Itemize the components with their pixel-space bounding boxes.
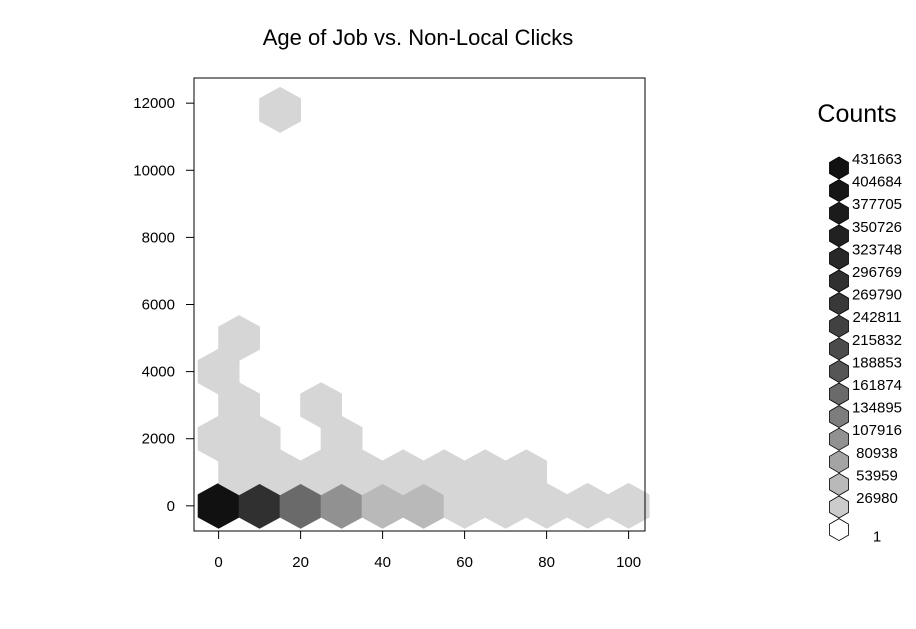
legend-label: 296769 — [852, 264, 902, 281]
hexbin-cells — [197, 86, 650, 529]
legend-swatch — [829, 246, 849, 270]
legend-label: 269790 — [852, 287, 902, 304]
y-tick-label: 4000 — [142, 364, 175, 381]
legend-swatch — [829, 224, 849, 248]
legend-label: 323748 — [852, 241, 902, 258]
hex-cell — [566, 482, 609, 529]
legend-label: 215832 — [852, 332, 902, 349]
hex-cell — [259, 86, 302, 133]
x-axis: 0 20 40 60 80 100 — [214, 530, 641, 571]
legend-label: 350726 — [852, 219, 902, 236]
legend-label: 26980 — [856, 490, 898, 507]
legend-swatch — [829, 201, 849, 225]
legend-label: 377705 — [852, 196, 902, 213]
legend-swatch — [829, 359, 849, 383]
hex-cell — [218, 315, 261, 362]
hex-cell — [505, 449, 547, 496]
legend-label: 404684 — [852, 174, 902, 191]
legend-swatch — [829, 314, 849, 338]
legend-swatch — [829, 472, 849, 496]
legend-swatch — [829, 518, 849, 542]
y-tick-label: 10000 — [133, 162, 175, 179]
y-tick-label: 6000 — [142, 297, 175, 314]
x-tick-label: 100 — [616, 554, 641, 571]
x-tick-label: 80 — [538, 554, 555, 571]
legend-swatch — [829, 405, 849, 429]
y-tick-label: 0 — [167, 498, 175, 515]
legend-swatch — [829, 450, 849, 474]
legend-label: 80938 — [856, 445, 898, 462]
y-tick-label: 2000 — [142, 431, 175, 448]
legend-label: 1 — [873, 529, 881, 546]
legend-label: 431663 — [852, 151, 902, 168]
legend-label: 161874 — [852, 377, 902, 394]
legend-swatch — [829, 495, 849, 519]
legend: Counts 431663 404684 377705 350726 323748 296… — [817, 100, 902, 546]
legend-swatch — [829, 269, 849, 293]
x-tick-label: 0 — [214, 554, 222, 571]
legend-swatch — [829, 382, 849, 406]
x-tick-label: 20 — [292, 554, 309, 571]
hex-cell — [300, 382, 343, 429]
chart-title: Age of Job vs. Non-Local Clicks — [263, 25, 574, 50]
hex-cell — [607, 482, 650, 529]
legend-swatch — [829, 427, 849, 451]
legend-label: 107916 — [852, 422, 902, 439]
legend-label: 188853 — [852, 354, 902, 371]
legend-swatch — [829, 292, 849, 316]
y-axis: 0 2000 4000 6000 8000 10000 12000 — [133, 95, 195, 515]
x-tick-label: 60 — [456, 554, 473, 571]
legend-swatch — [829, 337, 849, 361]
legend-label: 134895 — [852, 400, 902, 417]
legend-label: 242811 — [853, 309, 902, 326]
y-tick-label: 12000 — [133, 95, 175, 112]
legend-label: 53959 — [856, 467, 898, 484]
legend-title: Counts — [817, 100, 896, 128]
legend-swatch — [829, 156, 849, 180]
legend-swatch — [829, 179, 849, 203]
x-tick-label: 40 — [374, 554, 391, 571]
legend-items: 431663 404684 377705 350726 323748 296769 2697… — [829, 151, 902, 546]
y-tick-label: 8000 — [142, 229, 175, 246]
